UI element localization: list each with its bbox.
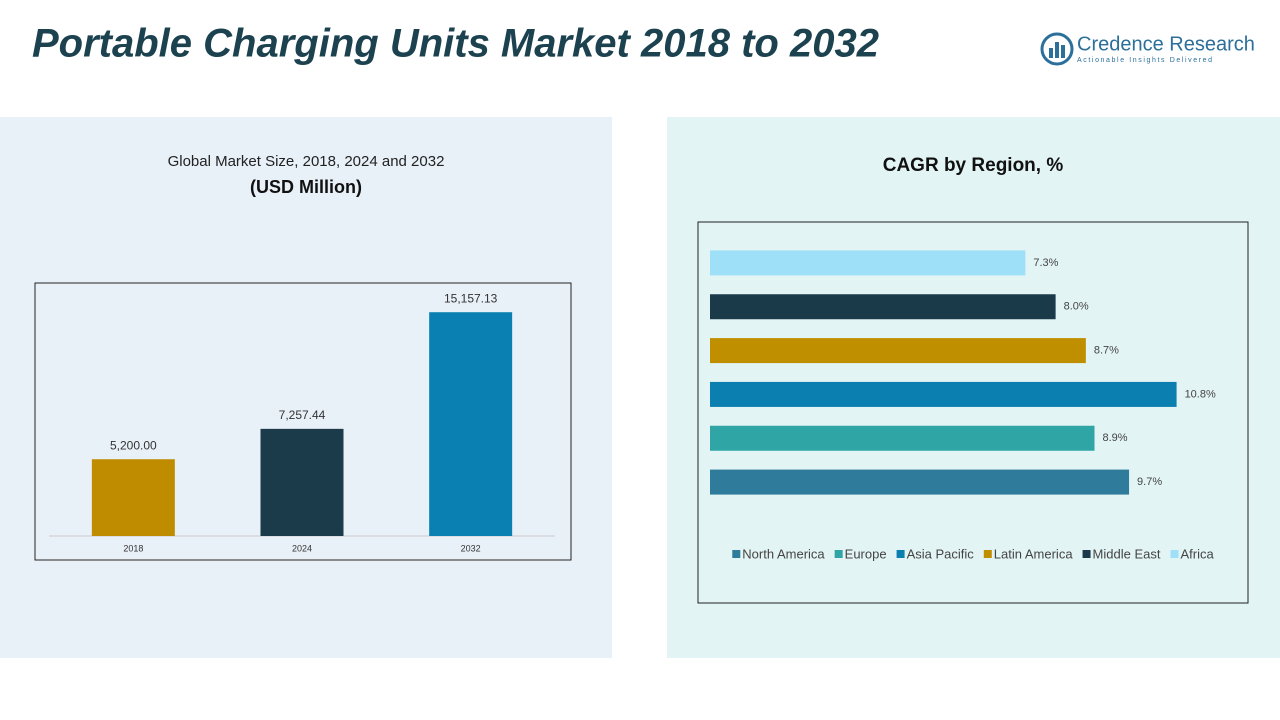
value-label: 8.9% — [1102, 432, 1127, 444]
legend-swatch — [1082, 550, 1091, 558]
legend-label: Middle East — [1093, 546, 1161, 561]
legend-swatch — [834, 550, 843, 558]
bar — [260, 428, 344, 536]
left-panel — [0, 117, 612, 658]
page-title: Portable Charging Units Market 2018 to 2… — [32, 22, 879, 66]
legend-label: North America — [742, 546, 825, 561]
brand-tagline: Actionable Insights Delivered — [1077, 57, 1214, 64]
legend-swatch — [732, 550, 741, 558]
chart-frame — [697, 221, 1249, 604]
legend-label: Europe — [845, 546, 887, 561]
x-tick-label: 2018 — [123, 543, 143, 553]
x-tick-label: 2024 — [292, 543, 312, 553]
x-tick-label: 2032 — [461, 543, 481, 553]
legend-label: Asia Pacific — [907, 546, 975, 561]
bar — [710, 338, 1086, 364]
value-label: 15,157.13 — [444, 291, 498, 305]
value-label: 10.8% — [1185, 388, 1216, 400]
bar — [710, 469, 1130, 495]
bar — [710, 381, 1177, 407]
value-label: 8.7% — [1094, 344, 1119, 356]
value-label: 8.0% — [1064, 301, 1089, 313]
legend-swatch — [983, 550, 992, 558]
chart-title: Global Market Size, 2018, 2024 and 2032 — [168, 153, 445, 170]
bar — [429, 312, 513, 536]
value-label: 7,257.44 — [279, 408, 326, 422]
legend-swatch — [896, 550, 905, 558]
value-label: 9.7% — [1137, 476, 1162, 488]
bar — [710, 250, 1026, 276]
legend-swatch — [1170, 550, 1179, 558]
brand-name: Credence Research — [1077, 33, 1255, 55]
legend-label: Africa — [1180, 546, 1214, 561]
value-label: 7.3% — [1033, 257, 1058, 269]
logo — [1040, 32, 1074, 66]
bar — [710, 294, 1056, 320]
chart-frame — [34, 282, 572, 561]
bar — [91, 459, 175, 536]
chart-title: CAGR by Region, % — [883, 155, 1064, 176]
chart-subtitle: (USD Million) — [250, 177, 362, 197]
legend-label: Latin America — [994, 546, 1074, 561]
bar — [710, 425, 1095, 451]
value-label: 5,200.00 — [110, 438, 157, 452]
